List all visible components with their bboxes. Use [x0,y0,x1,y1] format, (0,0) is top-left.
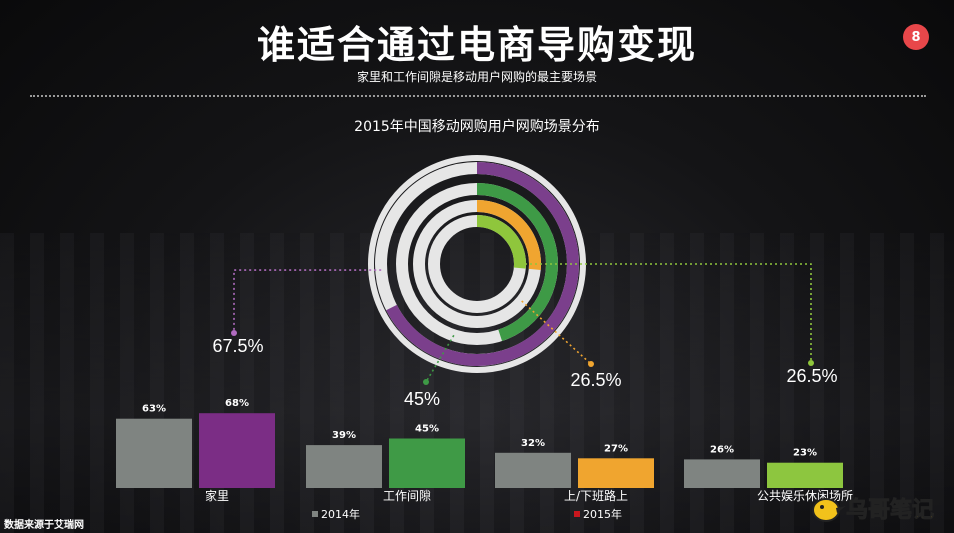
header-divider [30,95,926,97]
page-title: 谁适合通过电商导购变现 [256,23,697,67]
leader-line-ring-work-break [425,334,455,383]
donut-label-ring-commute: 26.5% [570,370,621,390]
donut-chart-title: 2015年中国移动网购用户网购场景分布 [354,119,600,135]
donut-label-ring-home: 67.5% [212,336,263,356]
logo-bird-icon [812,498,840,522]
bar-label-2015-work-break: 45% [415,424,439,435]
leader-dot-ring-commute [588,361,594,367]
bar-2014-work-break [306,445,382,488]
bar-2014-home [116,418,192,488]
bar-label-2014-work-break: 39% [332,430,356,441]
bar-2015-work-break [389,438,465,488]
leader-dot-ring-work-break [423,379,429,385]
bar-2015-home [199,413,275,488]
ring-public-leisure-arc [476,215,526,269]
donut-label-ring-public-leisure: 26.5% [786,366,837,386]
legend-swatch-2015 [574,511,580,517]
leader-line-ring-public-leisure [520,263,812,363]
leader-dot-ring-public-leisure [808,360,814,366]
page-subtitle: 家里和工作间隙是移动用户网购的最主要场景 [356,70,597,84]
page-number-badge: 8 [903,24,929,50]
ring-home-arc [386,162,579,366]
leader-line-ring-home [233,269,382,333]
bar-2015-commute [578,458,654,488]
logo-text: 乌哥笔记 [846,497,934,523]
donut-label-ring-work-break: 45% [404,389,440,409]
bar-label-2014-home: 63% [142,404,166,415]
ring-commute-arc [476,200,541,271]
bar-2015-public-leisure [767,462,843,488]
brand-logo: 乌哥笔记 [812,497,935,524]
leader-dot-ring-home [231,330,237,336]
bar-label-2015-public-leisure: 23% [793,448,817,459]
ring-work-break-arc [476,183,558,342]
bar-label-2015-home: 68% [225,398,249,409]
bar-label-2015-commute: 27% [604,443,628,454]
legend-swatch-2014 [312,511,318,517]
legend-label-2015: 2015年 [583,507,622,521]
bar-label-2014-public-leisure: 26% [710,444,734,455]
legend-label-2014: 2014年 [321,507,360,521]
donut-outer-border [368,155,586,373]
category-label-work-break: 工作间隙 [383,489,431,503]
category-label-home: 家里 [205,488,229,503]
bar-2014-public-leisure [684,459,760,488]
bar-label-2014-commute: 32% [521,438,545,449]
data-source-note: 数据来源于艾瑞网 [4,520,84,531]
bar-2014-commute [495,452,571,488]
category-label-commute: 上/下班路上 [564,488,628,503]
leader-line-ring-commute [521,300,592,365]
